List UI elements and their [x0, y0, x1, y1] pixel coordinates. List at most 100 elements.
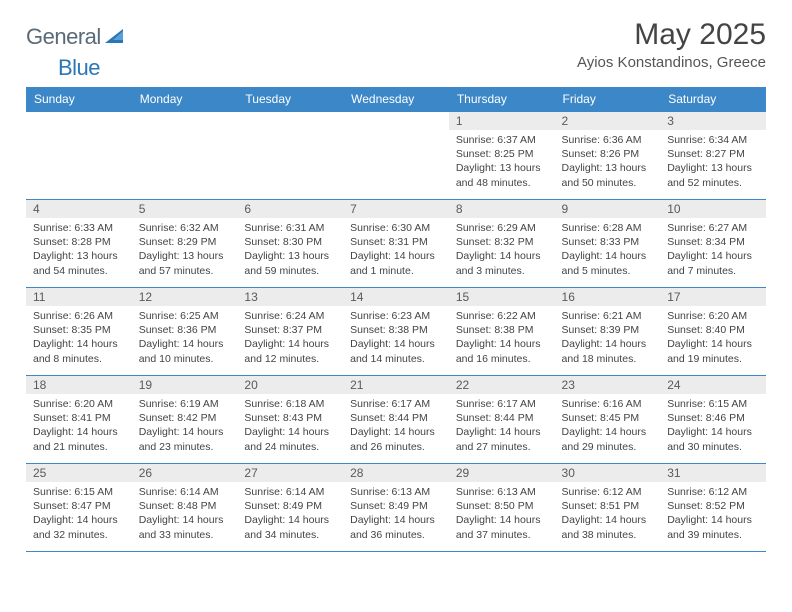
day-number: 24 — [660, 376, 766, 394]
day-number: 28 — [343, 464, 449, 482]
calendar-cell: 11Sunrise: 6:26 AMSunset: 8:35 PMDayligh… — [26, 288, 132, 376]
calendar-row: 1Sunrise: 6:37 AMSunset: 8:25 PMDaylight… — [26, 112, 766, 200]
day-content: Sunrise: 6:17 AMSunset: 8:44 PMDaylight:… — [343, 394, 449, 458]
day-content: Sunrise: 6:22 AMSunset: 8:38 PMDaylight:… — [449, 306, 555, 370]
brand-name-1: General — [26, 24, 101, 50]
title-block: May 2025 Ayios Konstandinos, Greece — [577, 18, 766, 71]
day-content: Sunrise: 6:15 AMSunset: 8:46 PMDaylight:… — [660, 394, 766, 458]
day-content: Sunrise: 6:30 AMSunset: 8:31 PMDaylight:… — [343, 218, 449, 282]
calendar-row: 18Sunrise: 6:20 AMSunset: 8:41 PMDayligh… — [26, 376, 766, 464]
calendar-cell — [343, 112, 449, 200]
calendar-table: SundayMondayTuesdayWednesdayThursdayFrid… — [26, 87, 766, 552]
day-number: 2 — [555, 112, 661, 130]
day-content: Sunrise: 6:13 AMSunset: 8:50 PMDaylight:… — [449, 482, 555, 546]
calendar-cell: 14Sunrise: 6:23 AMSunset: 8:38 PMDayligh… — [343, 288, 449, 376]
day-number: 14 — [343, 288, 449, 306]
calendar-cell: 20Sunrise: 6:18 AMSunset: 8:43 PMDayligh… — [237, 376, 343, 464]
calendar-cell: 1Sunrise: 6:37 AMSunset: 8:25 PMDaylight… — [449, 112, 555, 200]
day-number: 16 — [555, 288, 661, 306]
calendar-cell — [237, 112, 343, 200]
calendar-cell: 15Sunrise: 6:22 AMSunset: 8:38 PMDayligh… — [449, 288, 555, 376]
day-number: 18 — [26, 376, 132, 394]
day-number: 27 — [237, 464, 343, 482]
calendar-cell: 31Sunrise: 6:12 AMSunset: 8:52 PMDayligh… — [660, 464, 766, 552]
calendar-cell: 6Sunrise: 6:31 AMSunset: 8:30 PMDaylight… — [237, 200, 343, 288]
calendar-cell: 18Sunrise: 6:20 AMSunset: 8:41 PMDayligh… — [26, 376, 132, 464]
calendar-cell: 5Sunrise: 6:32 AMSunset: 8:29 PMDaylight… — [132, 200, 238, 288]
calendar-cell: 3Sunrise: 6:34 AMSunset: 8:27 PMDaylight… — [660, 112, 766, 200]
day-number: 23 — [555, 376, 661, 394]
day-content: Sunrise: 6:13 AMSunset: 8:49 PMDaylight:… — [343, 482, 449, 546]
calendar-cell: 16Sunrise: 6:21 AMSunset: 8:39 PMDayligh… — [555, 288, 661, 376]
day-content: Sunrise: 6:24 AMSunset: 8:37 PMDaylight:… — [237, 306, 343, 370]
day-content: Sunrise: 6:31 AMSunset: 8:30 PMDaylight:… — [237, 218, 343, 282]
calendar-cell: 24Sunrise: 6:15 AMSunset: 8:46 PMDayligh… — [660, 376, 766, 464]
day-number: 20 — [237, 376, 343, 394]
day-number: 9 — [555, 200, 661, 218]
day-number: 1 — [449, 112, 555, 130]
day-number: 6 — [237, 200, 343, 218]
calendar-cell: 8Sunrise: 6:29 AMSunset: 8:32 PMDaylight… — [449, 200, 555, 288]
calendar-body: 1Sunrise: 6:37 AMSunset: 8:25 PMDaylight… — [26, 112, 766, 552]
calendar-cell: 29Sunrise: 6:13 AMSunset: 8:50 PMDayligh… — [449, 464, 555, 552]
calendar-cell: 27Sunrise: 6:14 AMSunset: 8:49 PMDayligh… — [237, 464, 343, 552]
day-content: Sunrise: 6:36 AMSunset: 8:26 PMDaylight:… — [555, 130, 661, 194]
day-content: Sunrise: 6:25 AMSunset: 8:36 PMDaylight:… — [132, 306, 238, 370]
calendar-cell: 19Sunrise: 6:19 AMSunset: 8:42 PMDayligh… — [132, 376, 238, 464]
calendar-cell: 10Sunrise: 6:27 AMSunset: 8:34 PMDayligh… — [660, 200, 766, 288]
day-content: Sunrise: 6:12 AMSunset: 8:52 PMDaylight:… — [660, 482, 766, 546]
weekday-header: Tuesday — [237, 87, 343, 112]
day-content: Sunrise: 6:21 AMSunset: 8:39 PMDaylight:… — [555, 306, 661, 370]
calendar-cell: 13Sunrise: 6:24 AMSunset: 8:37 PMDayligh… — [237, 288, 343, 376]
calendar-cell: 9Sunrise: 6:28 AMSunset: 8:33 PMDaylight… — [555, 200, 661, 288]
day-content: Sunrise: 6:14 AMSunset: 8:49 PMDaylight:… — [237, 482, 343, 546]
day-content: Sunrise: 6:33 AMSunset: 8:28 PMDaylight:… — [26, 218, 132, 282]
calendar-cell: 21Sunrise: 6:17 AMSunset: 8:44 PMDayligh… — [343, 376, 449, 464]
calendar-cell: 4Sunrise: 6:33 AMSunset: 8:28 PMDaylight… — [26, 200, 132, 288]
weekday-header: Saturday — [660, 87, 766, 112]
day-content: Sunrise: 6:32 AMSunset: 8:29 PMDaylight:… — [132, 218, 238, 282]
brand-name-2: Blue — [26, 55, 100, 80]
calendar-cell: 17Sunrise: 6:20 AMSunset: 8:40 PMDayligh… — [660, 288, 766, 376]
day-number: 4 — [26, 200, 132, 218]
calendar-row: 11Sunrise: 6:26 AMSunset: 8:35 PMDayligh… — [26, 288, 766, 376]
calendar-cell: 7Sunrise: 6:30 AMSunset: 8:31 PMDaylight… — [343, 200, 449, 288]
calendar-cell — [132, 112, 238, 200]
calendar-cell: 2Sunrise: 6:36 AMSunset: 8:26 PMDaylight… — [555, 112, 661, 200]
day-number: 29 — [449, 464, 555, 482]
triangle-icon — [105, 27, 127, 48]
calendar-cell: 25Sunrise: 6:15 AMSunset: 8:47 PMDayligh… — [26, 464, 132, 552]
day-content: Sunrise: 6:28 AMSunset: 8:33 PMDaylight:… — [555, 218, 661, 282]
day-number: 25 — [26, 464, 132, 482]
day-content: Sunrise: 6:20 AMSunset: 8:41 PMDaylight:… — [26, 394, 132, 458]
day-number: 3 — [660, 112, 766, 130]
calendar-cell: 30Sunrise: 6:12 AMSunset: 8:51 PMDayligh… — [555, 464, 661, 552]
calendar-cell — [26, 112, 132, 200]
day-content: Sunrise: 6:14 AMSunset: 8:48 PMDaylight:… — [132, 482, 238, 546]
day-content: Sunrise: 6:19 AMSunset: 8:42 PMDaylight:… — [132, 394, 238, 458]
day-number: 30 — [555, 464, 661, 482]
calendar-cell: 23Sunrise: 6:16 AMSunset: 8:45 PMDayligh… — [555, 376, 661, 464]
brand-logo: General — [26, 18, 129, 50]
day-number: 7 — [343, 200, 449, 218]
weekday-header: Monday — [132, 87, 238, 112]
month-title: May 2025 — [577, 18, 766, 52]
day-number: 8 — [449, 200, 555, 218]
weekday-header: Friday — [555, 87, 661, 112]
day-number: 19 — [132, 376, 238, 394]
day-number: 26 — [132, 464, 238, 482]
calendar-row: 4Sunrise: 6:33 AMSunset: 8:28 PMDaylight… — [26, 200, 766, 288]
weekday-header-row: SundayMondayTuesdayWednesdayThursdayFrid… — [26, 87, 766, 112]
day-number: 22 — [449, 376, 555, 394]
weekday-header: Thursday — [449, 87, 555, 112]
day-content: Sunrise: 6:34 AMSunset: 8:27 PMDaylight:… — [660, 130, 766, 194]
calendar-row: 25Sunrise: 6:15 AMSunset: 8:47 PMDayligh… — [26, 464, 766, 552]
weekday-header: Wednesday — [343, 87, 449, 112]
day-content: Sunrise: 6:26 AMSunset: 8:35 PMDaylight:… — [26, 306, 132, 370]
day-number: 12 — [132, 288, 238, 306]
day-content: Sunrise: 6:27 AMSunset: 8:34 PMDaylight:… — [660, 218, 766, 282]
day-number: 5 — [132, 200, 238, 218]
day-number: 15 — [449, 288, 555, 306]
day-content: Sunrise: 6:20 AMSunset: 8:40 PMDaylight:… — [660, 306, 766, 370]
day-number: 10 — [660, 200, 766, 218]
